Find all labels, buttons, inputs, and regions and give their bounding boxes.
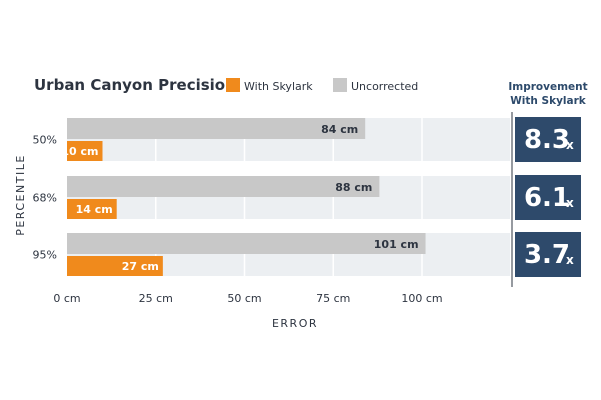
improvement-boxes: 8.3x6.1x3.7x (515, 117, 581, 277)
y-axis-title: PERCENTILE (14, 154, 27, 236)
improvement-suffix-3: x (566, 253, 574, 267)
x-tick-0: 0 cm (53, 292, 80, 305)
bar-label-uncorrected-1: 84 cm (321, 123, 358, 136)
category-labels: 50% 68% 95% (33, 134, 57, 262)
x-tick-25: 25 cm (139, 292, 173, 305)
legend: With Skylark Uncorrected (226, 78, 418, 93)
category-label-1: 50% (33, 134, 57, 147)
improvement-box-3 (515, 232, 581, 277)
improvement-header: Improvement With Skylark (508, 81, 587, 107)
x-tick-100: 100 cm (401, 292, 442, 305)
bar-uncorrected-1 (67, 118, 366, 139)
improvement-value-1: 8.3 (524, 125, 570, 155)
bar-label-uncorrected-2: 88 cm (335, 181, 372, 194)
improvement-header-line1: Improvement (508, 81, 587, 93)
improvement-value-2: 6.1 (524, 183, 570, 213)
bar-uncorrected-3 (67, 233, 426, 254)
improvement-suffix-1: x (566, 138, 574, 152)
legend-label-with-skylark: With Skylark (244, 80, 313, 93)
improvement-suffix-2: x (566, 196, 574, 210)
bar-with-skylark-1 (67, 141, 103, 161)
category-label-3: 95% (33, 249, 57, 262)
improvement-box-1 (515, 117, 581, 162)
bar-label-with-skylark-1: 10 cm (61, 145, 98, 158)
legend-swatch-uncorrected (333, 78, 347, 92)
x-tick-75: 75 cm (316, 292, 350, 305)
bar-with-skylark-3 (67, 256, 163, 276)
improvement-value-3: 3.7 (524, 240, 570, 270)
x-axis-ticks: 0 cm 25 cm 50 cm 75 cm 100 cm (53, 292, 442, 305)
x-axis-title: ERROR (272, 317, 318, 330)
legend-label-uncorrected: Uncorrected (351, 80, 418, 93)
bar-with-skylark-2 (67, 199, 117, 219)
legend-swatch-with-skylark (226, 78, 240, 92)
bars: 84 cm 10 cm 88 cm 14 cm 101 cm 27 cm (61, 118, 426, 276)
x-tick-50: 50 cm (227, 292, 261, 305)
category-label-2: 68% (33, 192, 57, 205)
improvement-box-2 (515, 175, 581, 220)
bar-label-with-skylark-3: 27 cm (122, 260, 159, 273)
bar-uncorrected-2 (67, 176, 380, 197)
improvement-header-line2: With Skylark (510, 95, 587, 107)
bar-label-uncorrected-3: 101 cm (374, 238, 419, 251)
bar-label-with-skylark-2: 14 cm (76, 203, 113, 216)
chart-title: Urban Canyon Precision (34, 76, 236, 94)
